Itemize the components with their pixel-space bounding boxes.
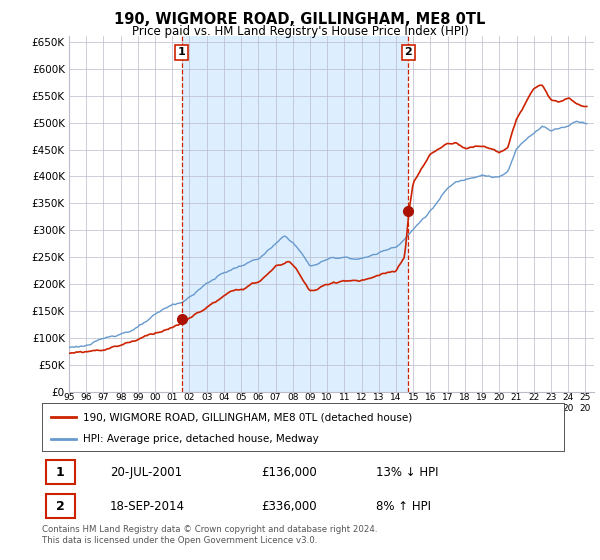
Text: 1: 1 xyxy=(178,48,185,58)
Text: 8% ↑ HPI: 8% ↑ HPI xyxy=(376,500,431,513)
FancyBboxPatch shape xyxy=(46,460,75,484)
Text: HPI: Average price, detached house, Medway: HPI: Average price, detached house, Medw… xyxy=(83,434,319,444)
Bar xyxy=(182,36,409,392)
Text: 20-JUL-2001: 20-JUL-2001 xyxy=(110,465,182,479)
FancyBboxPatch shape xyxy=(46,494,75,519)
Text: £336,000: £336,000 xyxy=(261,500,317,513)
Text: 1: 1 xyxy=(56,465,65,479)
Text: 2: 2 xyxy=(56,500,65,513)
Text: £136,000: £136,000 xyxy=(261,465,317,479)
Text: Contains HM Land Registry data © Crown copyright and database right 2024.
This d: Contains HM Land Registry data © Crown c… xyxy=(42,525,377,545)
Text: 190, WIGMORE ROAD, GILLINGHAM, ME8 0TL (detached house): 190, WIGMORE ROAD, GILLINGHAM, ME8 0TL (… xyxy=(83,413,412,422)
Text: 2: 2 xyxy=(404,48,412,58)
Text: 13% ↓ HPI: 13% ↓ HPI xyxy=(376,465,439,479)
Text: Price paid vs. HM Land Registry's House Price Index (HPI): Price paid vs. HM Land Registry's House … xyxy=(131,25,469,38)
Text: 18-SEP-2014: 18-SEP-2014 xyxy=(110,500,185,513)
Text: 190, WIGMORE ROAD, GILLINGHAM, ME8 0TL: 190, WIGMORE ROAD, GILLINGHAM, ME8 0TL xyxy=(115,12,485,27)
